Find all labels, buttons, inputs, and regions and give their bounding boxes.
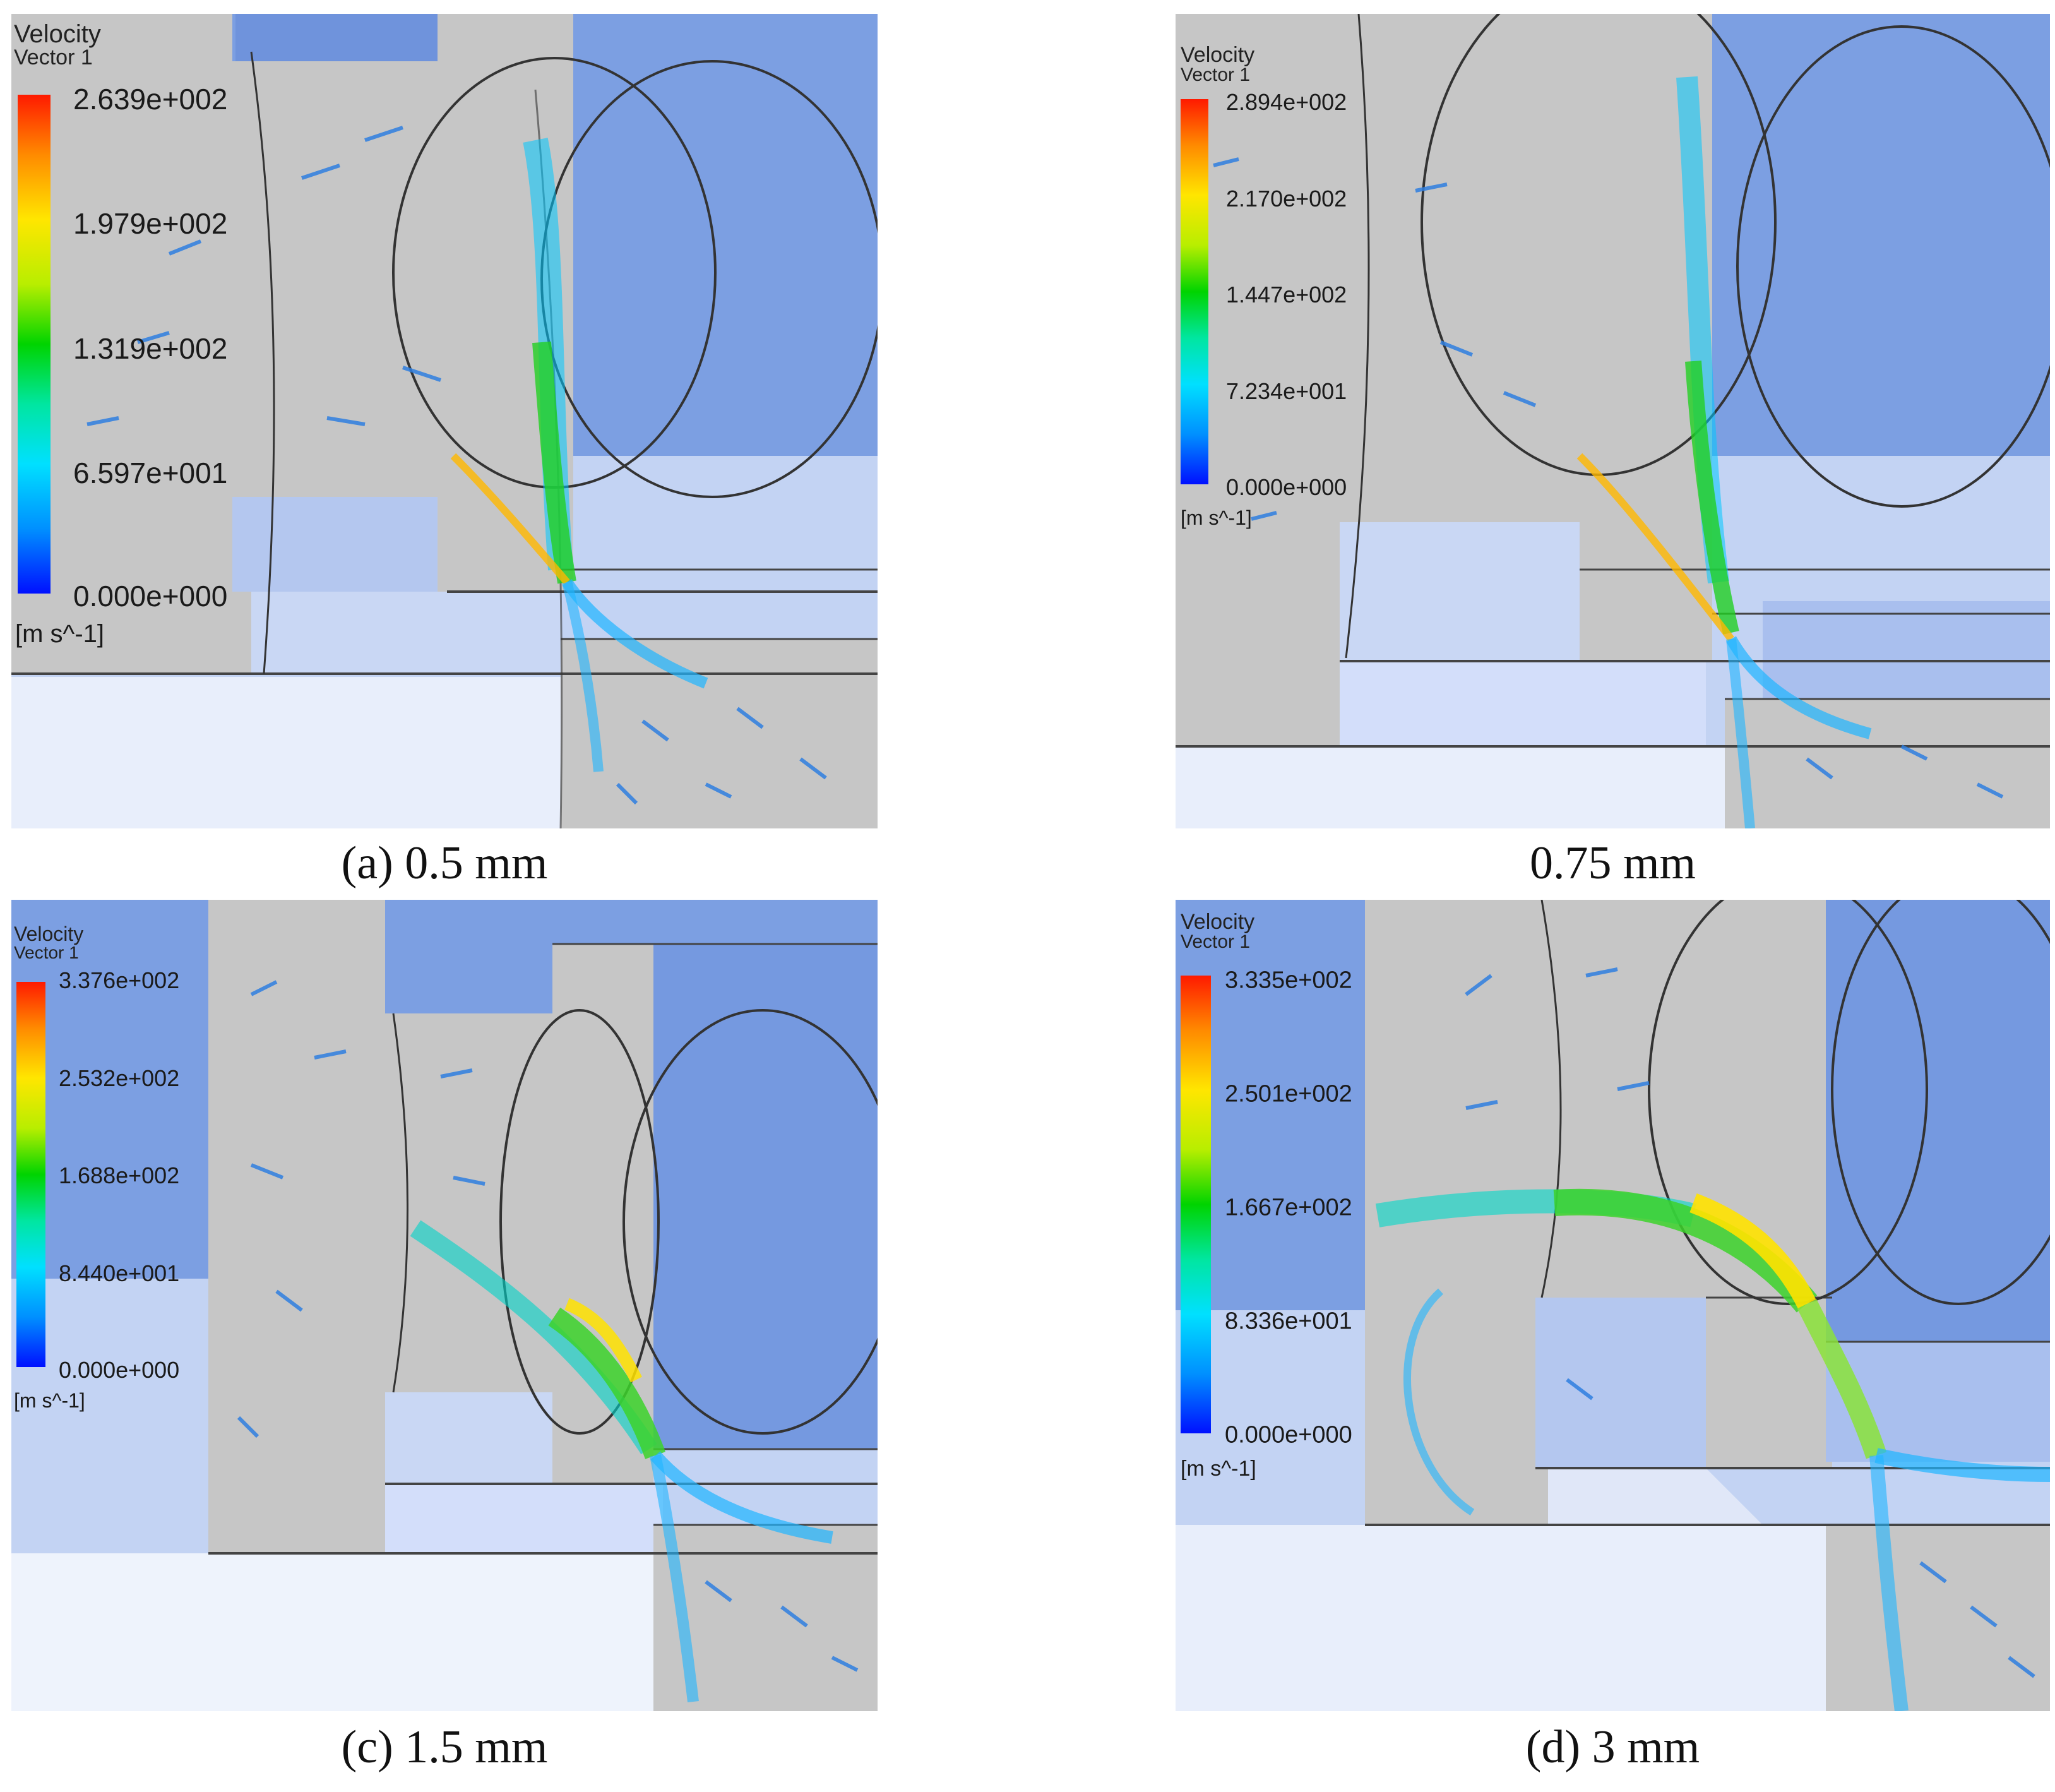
velocity-panel-a: Velocity Vector 1 2.639e+002 1.979e+002 … <box>11 14 878 828</box>
legend-tick-2: 2.501e+002 <box>1225 1080 1352 1108</box>
legend-title-line2: Vector 1 <box>14 943 79 962</box>
velocity-panel-c: Velocity Vector 1 3.376e+002 2.532e+002 … <box>11 900 878 1711</box>
legend-tick-3: 1.447e+002 <box>1226 282 1347 308</box>
legend-title-line2: Vector 1 <box>14 45 93 69</box>
legend-tick-min: 0.000e+000 <box>1225 1421 1352 1449</box>
legend-tick-min: 0.000e+000 <box>1226 474 1347 500</box>
legend-units: [m s^-1] <box>1181 1457 1256 1481</box>
legend-tick-4: 8.440e+001 <box>59 1260 180 1286</box>
legend-title: Velocity Vector 1 <box>1181 44 1254 85</box>
legend-tick-4: 6.597e+001 <box>73 457 228 489</box>
legend-tick-3: 1.319e+002 <box>73 332 228 365</box>
legend-tick-2: 2.170e+002 <box>1226 186 1347 212</box>
legend-tick-4: 8.336e+001 <box>1225 1308 1352 1335</box>
legend-units: [m s^-1] <box>14 1389 85 1412</box>
caption-d: (d) 3 mm <box>1525 1721 1700 1773</box>
legend-title-line1: Velocity <box>14 923 84 945</box>
legend-tick-2: 1.979e+002 <box>73 207 228 240</box>
legend-units: [m s^-1] <box>15 620 104 648</box>
legend-tick-min: 0.000e+000 <box>73 580 228 612</box>
legend-title-line1: Velocity <box>14 20 101 48</box>
flow-geometry-a <box>11 14 878 828</box>
legend-tick-max: 2.894e+002 <box>1226 89 1347 115</box>
legend-title: Velocity Vector 1 <box>14 924 83 962</box>
color-scale-bar <box>16 982 45 1367</box>
caption-c: (c) 1.5 mm <box>341 1721 548 1773</box>
color-scale-bar <box>18 95 51 594</box>
legend-title-line2: Vector 1 <box>1181 64 1251 85</box>
caption-b: 0.75 mm <box>1529 837 1696 889</box>
legend-title-line2: Vector 1 <box>1181 931 1251 952</box>
color-scale-bar <box>1181 99 1208 484</box>
color-scale-bar <box>1181 976 1211 1433</box>
legend-title-line1: Velocity <box>1181 43 1255 67</box>
legend-title: Velocity Vector 1 <box>1181 911 1254 952</box>
legend-tick-3: 1.667e+002 <box>1225 1194 1352 1221</box>
legend-tick-3: 1.688e+002 <box>59 1162 180 1188</box>
flow-geometry-c <box>11 900 878 1711</box>
caption-a: (a) 0.5 mm <box>341 837 548 889</box>
legend-tick-max: 3.376e+002 <box>59 967 180 993</box>
legend-tick-max: 3.335e+002 <box>1225 967 1352 994</box>
legend-title-line1: Velocity <box>1181 910 1255 934</box>
legend-tick-max: 2.639e+002 <box>73 83 228 116</box>
legend-tick-min: 0.000e+000 <box>59 1357 180 1383</box>
flow-geometry-b <box>1176 14 2050 828</box>
legend-tick-2: 2.532e+002 <box>59 1065 180 1091</box>
velocity-panel-d: Velocity Vector 1 3.335e+002 2.501e+002 … <box>1176 900 2050 1711</box>
velocity-panel-b: Velocity Vector 1 2.894e+002 2.170e+002 … <box>1176 14 2050 828</box>
legend-units: [m s^-1] <box>1181 506 1252 529</box>
legend-tick-4: 7.234e+001 <box>1226 378 1347 404</box>
flow-geometry-d <box>1176 900 2050 1711</box>
legend-title: Velocity Vector 1 <box>14 21 101 68</box>
